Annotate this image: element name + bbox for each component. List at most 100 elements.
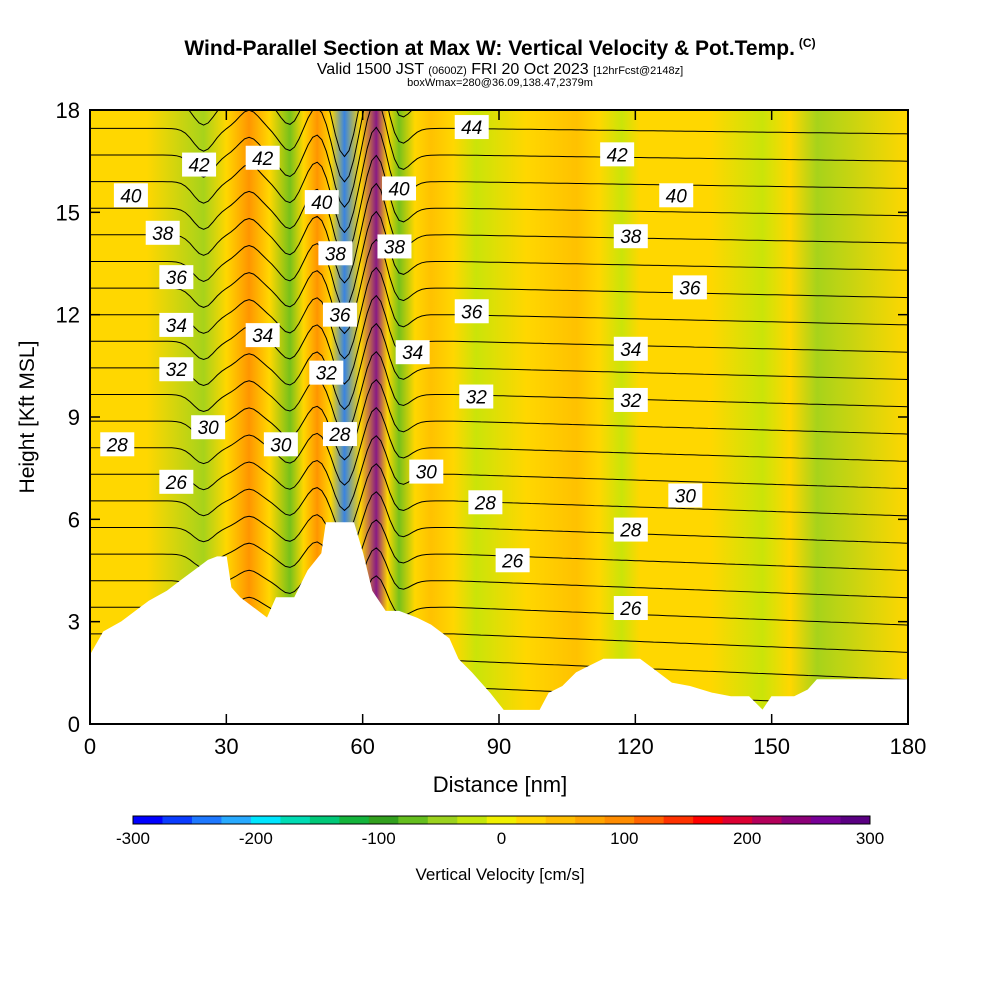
contour-label: 28 [474,493,497,514]
copyright-mark: (C) [798,36,816,50]
colorbar-tick-label: -300 [116,829,150,848]
contour-label: 34 [252,326,273,347]
theta-contours [90,110,908,724]
colorbar-swatch [722,816,753,824]
terrain [90,522,908,724]
theta-contour-line [90,294,908,385]
theta-contour-line [90,406,908,486]
contour-label: 28 [328,425,351,446]
theta-contour-line [90,110,908,183]
theta-contour-line [90,210,908,309]
contour-label: 38 [152,224,174,245]
contour-label-box [613,596,648,621]
chart-title: Wind-Parallel Section at Max W: Vertical… [0,36,1000,61]
contour-label-box [409,459,444,484]
contour-label: 26 [619,599,642,620]
contour-label-box [304,190,339,215]
colorbar-swatch [457,816,488,824]
contour-label-box [468,490,503,515]
colorbar-label: Vertical Velocity [cm/s] [415,865,584,884]
contour-label: 34 [166,316,187,337]
contour-label-box [668,483,703,508]
contour-label-box [182,152,217,177]
contour-label: 32 [466,388,488,409]
contour-label: 40 [388,179,410,200]
contour-label-box [191,415,226,440]
contour-label: 32 [620,391,642,412]
colorbar-swatch [221,816,252,824]
theta-contour-line [90,322,908,411]
colorbar-swatch [162,816,193,824]
contour-label: 32 [166,360,188,381]
contour-label-box [459,384,494,409]
contour-label: 30 [198,418,220,439]
contour-label: 26 [501,551,524,572]
contour-label: 36 [461,302,483,323]
colorbar-swatch [781,816,812,824]
contour-label: 40 [311,193,333,214]
contour-label: 42 [188,156,210,177]
x-tick-label: 180 [890,734,927,759]
theta-contour-line [90,435,908,512]
forecast-info: [12hrFcst@2148z] [593,65,684,77]
contour-label: 36 [679,278,701,299]
colorbar-swatch [663,816,694,824]
contour-label-box [454,299,489,324]
theta-contour-line [90,238,908,335]
contour-label-box [309,360,344,385]
colorbar-tick-label: 300 [856,829,884,848]
y-axis-label: Height [Kft MSL] [16,341,39,494]
box-info-line: boxWmax=280@36.09,138.47,2379m [407,77,593,89]
x-tick-label: 30 [214,734,238,759]
contour-label: 30 [416,463,438,484]
y-tick-label: 6 [68,507,80,532]
y-tick-label: 3 [68,610,80,635]
contour-label-box [495,548,530,573]
contour-label: 34 [620,340,641,361]
contour-label: 38 [620,227,642,248]
contour-label-box [318,241,353,266]
colorbar-swatch [339,816,370,824]
contour-label-box [600,142,635,167]
x-tick-label: 150 [753,734,790,759]
contour-label: 40 [666,186,688,207]
contour-label-box [659,183,694,208]
colorbar-swatch [752,816,783,824]
colorbar-swatch [634,816,665,824]
theta-contour-line [90,126,908,234]
y-tick-label: 15 [56,200,80,225]
contour-label-box [454,115,489,140]
contour-label-box [613,387,648,412]
theta-contour-line [90,491,908,562]
contour-label: 42 [252,149,274,170]
colorbar-swatch [545,816,576,824]
contour-label: 40 [120,186,142,207]
colorbar-swatch [811,816,842,824]
contour-label: 34 [402,343,423,364]
contour-label: 30 [675,486,697,507]
terrain-profile [90,522,908,724]
colorbar-tick-label: 0 [497,829,506,848]
colorbar-tick-label: 200 [733,829,761,848]
contour-label-box [145,220,180,245]
colorbar-tick-label: -200 [239,829,273,848]
contour-label: 26 [165,473,188,494]
theta-contour-line [90,378,908,461]
colorbar-tick-label: 100 [610,829,638,848]
contour-label-box [113,183,148,208]
y-tick-label: 18 [56,98,80,123]
title-text: Wind-Parallel Section at Max W: Vertical… [184,37,795,60]
theta-contour-line [90,154,908,259]
valid-utc: (0600Z) [428,65,467,77]
contour-label-box [322,302,357,327]
theta-contour-line [90,266,908,360]
contour-label-box [263,432,298,457]
colorbar-swatch [191,816,222,824]
valid-time-line: Valid 1500 JST (0600Z) FRI 20 Oct 2023 [… [0,61,1000,79]
contour-label-box [613,336,648,361]
y-tick-label: 9 [68,405,80,430]
colorbar: -300 -200 -100 0 100 200 300 [116,815,884,848]
colorbar-swatch [250,816,281,824]
